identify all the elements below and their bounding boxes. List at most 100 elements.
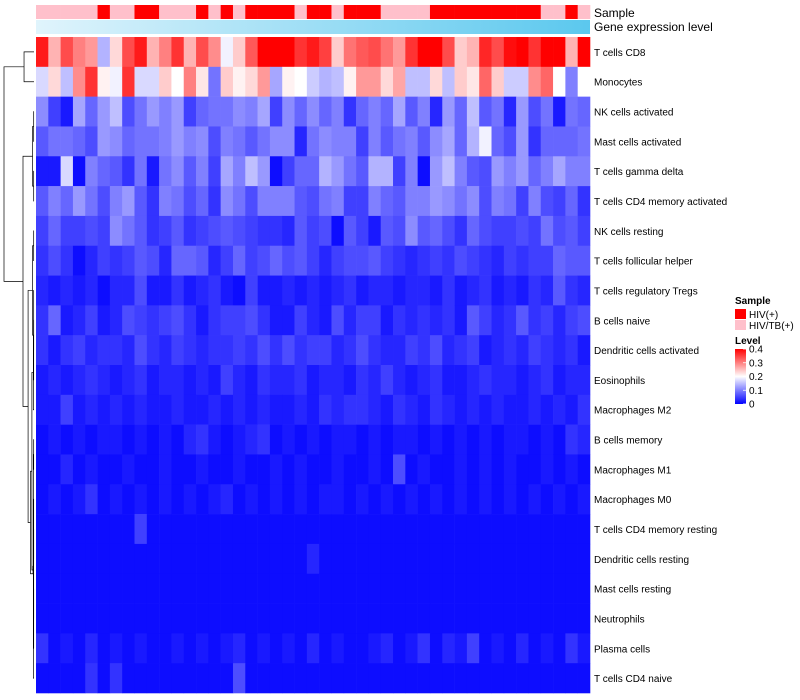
heatmap-cell	[220, 186, 234, 217]
heatmap-cell	[368, 424, 382, 455]
heatmap-cell	[48, 186, 61, 217]
sample-cell	[393, 5, 406, 19]
heatmap-cell	[232, 245, 246, 276]
heatmap-cell	[491, 394, 505, 425]
heatmap-cell	[417, 633, 431, 664]
heatmap-cell	[196, 186, 209, 217]
heatmap-cell	[479, 663, 492, 694]
heatmap-cell	[183, 305, 197, 336]
heatmap-cell	[466, 66, 480, 97]
heatmap-cell	[208, 424, 221, 455]
sample-cell	[553, 5, 566, 19]
heatmap-cell	[442, 633, 455, 664]
heatmap-cell	[417, 305, 431, 336]
heatmap-cell	[565, 37, 578, 68]
heatmap-cell	[503, 96, 517, 127]
heatmap-cell	[516, 215, 529, 247]
heatmap-cell	[565, 633, 578, 664]
heatmap-cell	[196, 663, 209, 694]
heatmap-cell	[159, 394, 172, 425]
heatmap-cell	[220, 215, 234, 247]
heatmap-cell	[393, 186, 406, 217]
heatmap-cell	[294, 424, 308, 455]
heatmap-cell	[380, 156, 394, 187]
heatmap-cell	[565, 66, 578, 97]
heatmap-cell	[491, 424, 505, 455]
heatmap-cell	[72, 663, 86, 694]
heatmap-cell	[306, 96, 320, 127]
heatmap-cell	[528, 156, 542, 187]
heatmap-cell	[183, 603, 197, 634]
heatmap-cell	[294, 156, 308, 187]
heatmap-cell	[171, 275, 185, 306]
heatmap-cell	[208, 543, 221, 575]
heatmap-cell	[171, 663, 185, 694]
heatmap-cell	[454, 305, 468, 336]
heatmap-cell	[232, 663, 246, 694]
heatmap-cell	[208, 215, 221, 247]
heatmap-cell	[196, 573, 209, 604]
level-tick-label: 0.2	[749, 372, 763, 383]
heatmap-cell	[245, 573, 258, 604]
heatmap-cell	[454, 66, 468, 97]
sample-cell	[171, 5, 185, 19]
heatmap-cell	[540, 96, 554, 127]
heatmap-cell	[319, 663, 332, 694]
heatmap-cell	[553, 424, 566, 455]
heatmap-cell	[565, 603, 578, 634]
heatmap-cell	[331, 66, 345, 97]
heatmap-cell	[60, 126, 74, 157]
heatmap-cell	[417, 573, 431, 604]
heatmap-cell	[503, 603, 517, 634]
heatmap-cell	[245, 603, 258, 634]
heatmap-cell	[257, 484, 271, 515]
heatmap-cell	[196, 37, 209, 68]
row-label: T cells regulatory Tregs	[594, 286, 698, 297]
heatmap-cell	[479, 66, 492, 97]
heatmap-cell	[85, 245, 98, 276]
heatmap-cell	[417, 66, 431, 97]
legend-swatch-hiv-tb	[735, 320, 746, 330]
heatmap-cell	[171, 66, 185, 97]
heatmap-cell	[60, 454, 74, 485]
heatmap-cell	[343, 454, 357, 485]
heatmap-cell	[577, 514, 591, 545]
heatmap-cell	[540, 275, 554, 306]
heatmap-cell	[97, 66, 111, 97]
heatmap-cell	[553, 37, 566, 68]
heatmap-cell	[85, 156, 98, 187]
heatmap-cell	[540, 663, 554, 694]
heatmap-cell	[540, 365, 554, 396]
heatmap-cell	[306, 186, 320, 217]
heatmap-cell	[85, 543, 98, 575]
heatmap-cell	[306, 156, 320, 187]
heatmap-cell	[159, 186, 172, 217]
heatmap-cell	[479, 514, 492, 545]
heatmap-cell	[528, 484, 542, 515]
heatmap-cell	[466, 335, 480, 366]
heatmap-cell	[48, 633, 61, 664]
sample-cell	[368, 5, 382, 19]
heatmap-cell	[282, 424, 295, 455]
heatmap-cell	[356, 454, 369, 485]
heatmap-cell	[208, 633, 221, 664]
heatmap-cell	[134, 543, 148, 575]
heatmap-cell	[97, 305, 111, 336]
heatmap-cell	[208, 335, 221, 366]
heatmap-cell	[220, 275, 234, 306]
heatmap-cell	[380, 365, 394, 396]
heatmap-cell	[72, 484, 86, 515]
heatmap-cell	[97, 573, 111, 604]
heatmap-cell	[72, 514, 86, 545]
heatmap-cell	[319, 424, 332, 455]
heatmap-cell	[196, 126, 209, 157]
heatmap-cell	[146, 514, 160, 545]
heatmap-cell	[491, 215, 505, 247]
heatmap-cell	[540, 514, 554, 545]
heatmap-cell	[319, 484, 332, 515]
heatmap-cell	[282, 394, 295, 425]
heatmap-cell	[159, 484, 172, 515]
heatmap-cell	[466, 275, 480, 306]
heatmap-cell	[60, 66, 74, 97]
heatmap-cell	[540, 335, 554, 366]
